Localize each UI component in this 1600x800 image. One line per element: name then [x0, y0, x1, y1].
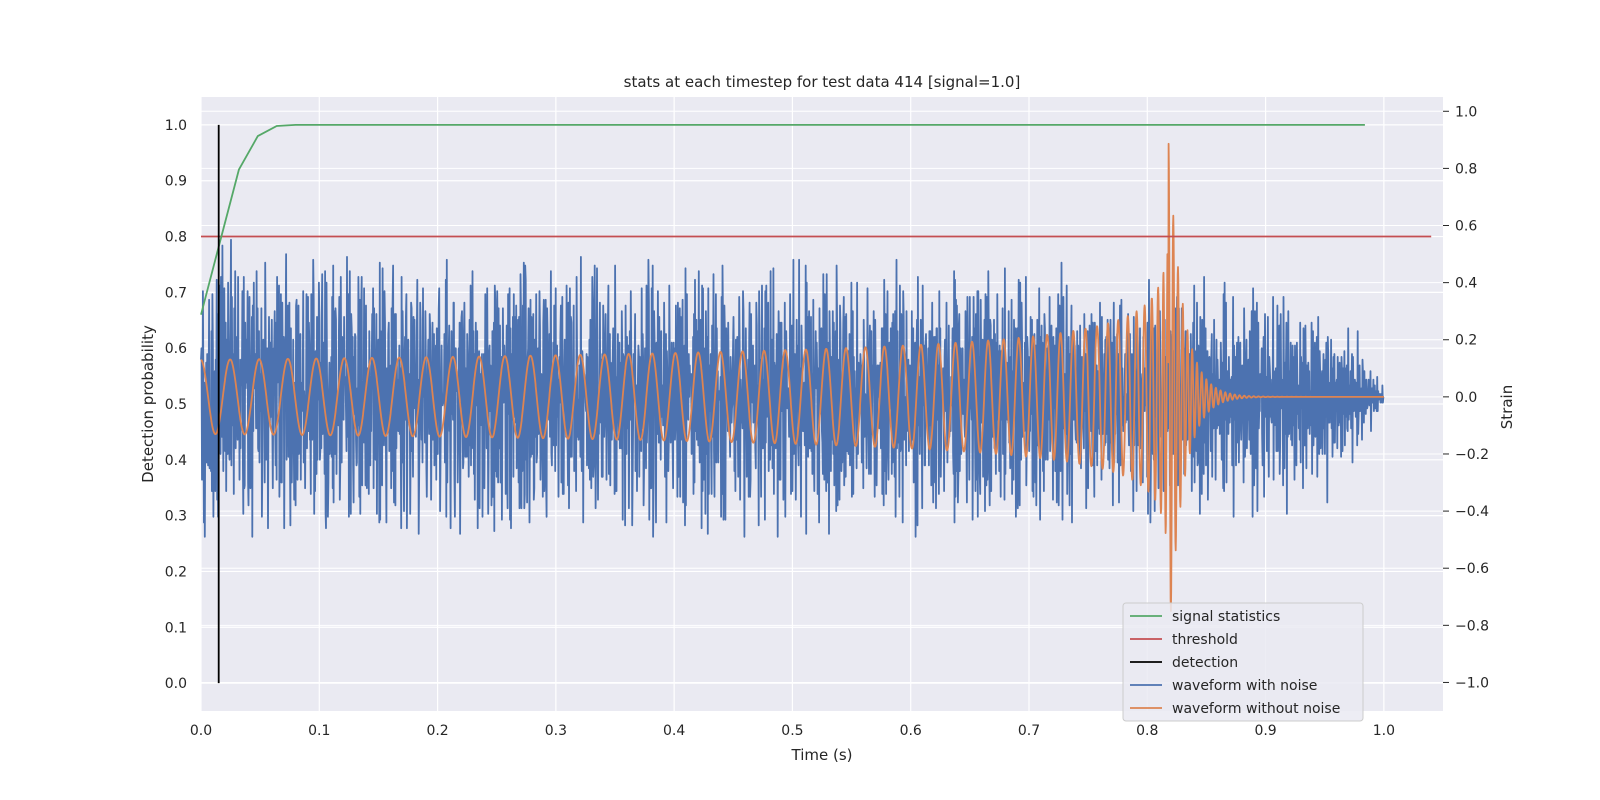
- y-tick-label: 0.3: [165, 509, 187, 525]
- y2-tick-label: 0.2: [1455, 333, 1477, 349]
- y2-tick-label: −1.0: [1455, 675, 1489, 691]
- x-tick-label: 0.4: [663, 723, 685, 739]
- y-tick-label: 0.5: [165, 397, 187, 413]
- legend: signal statistics threshold detection wa…: [1122, 602, 1364, 722]
- y-tick-label: 0.4: [165, 453, 187, 469]
- plot-lines: [200, 124, 1432, 684]
- y2-tick-label: 0.6: [1455, 219, 1477, 235]
- x-tick-label: 0.7: [1018, 723, 1040, 739]
- y-axis-ticks: 0.0 0.1 0.2 0.3 0.4 0.5 0.6 0.7 0.8 0.9 1.0: [165, 118, 187, 692]
- y2-tick-label: −0.2: [1455, 447, 1489, 463]
- x-tick-label: 0.0: [190, 723, 212, 739]
- y2-tick-label: 0.0: [1455, 390, 1477, 406]
- y2-tick-label: −0.8: [1455, 618, 1489, 634]
- y-tick-label: 0.1: [165, 620, 187, 636]
- legend-label-signal-statistics: signal statistics: [1172, 609, 1280, 625]
- x-axis-label: Time (s): [791, 746, 853, 764]
- y-tick-label: 0.7: [165, 285, 187, 301]
- x-tick-label: 0.2: [426, 723, 448, 739]
- x-tick-label: 0.3: [545, 723, 567, 739]
- y-tick-label: 0.2: [165, 564, 187, 580]
- x-tick-label: 1.0: [1373, 723, 1395, 739]
- series-line-signal-statistics: [200, 124, 1365, 315]
- x-axis-ticks: 0.0 0.1 0.2 0.3 0.4 0.5 0.6 0.7 0.8 0.9 1.0: [190, 723, 1395, 739]
- series-line-waveform-without-noise: [200, 142, 1385, 612]
- x-tick-label: 0.6: [900, 723, 922, 739]
- y-tick-label: 0.8: [165, 230, 187, 246]
- y2-tick-label: −0.4: [1455, 504, 1489, 520]
- legend-label-waveform-with-noise: waveform with noise: [1172, 678, 1317, 694]
- y-tick-label: 0.6: [165, 341, 187, 357]
- chart-title: stats at each timestep for test data 414…: [624, 73, 1021, 91]
- legend-label-detection: detection: [1172, 655, 1238, 671]
- x-tick-label: 0.1: [308, 723, 330, 739]
- x-tick-label: 0.9: [1254, 723, 1276, 739]
- y2-axis-ticks: −1.0 −0.8 −0.6 −0.4 −0.2 0.0 0.2 0.4 0.6 0.8 1.0: [1443, 104, 1489, 691]
- y2-tick-label: 1.0: [1455, 104, 1477, 120]
- y2-tick-label: −0.6: [1455, 561, 1489, 577]
- legend-label-threshold: threshold: [1172, 632, 1238, 648]
- y2-axis-label: Strain: [1498, 385, 1516, 429]
- legend-label-waveform-without-noise: waveform without noise: [1172, 701, 1340, 717]
- legend-box: [1122, 602, 1364, 722]
- x-tick-label: 0.5: [781, 723, 803, 739]
- y2-tick-label: 0.4: [1455, 276, 1477, 292]
- y2-tick-label: 0.8: [1455, 161, 1477, 177]
- x-tick-label: 0.8: [1136, 723, 1158, 739]
- y-tick-label: 1.0: [165, 118, 187, 134]
- y-axis-label: Detection probability: [139, 325, 157, 483]
- y-tick-label: 0.0: [165, 676, 187, 692]
- y-tick-label: 0.9: [165, 174, 187, 190]
